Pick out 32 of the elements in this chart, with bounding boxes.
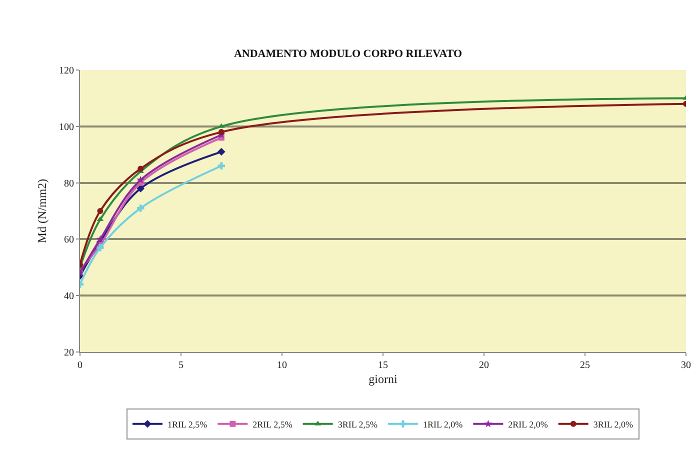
x-tick-label: 25 xyxy=(580,360,590,371)
legend-label: 1RIL 2,0% xyxy=(422,419,464,430)
x-tick-label: 10 xyxy=(277,360,287,371)
x-tick-label: 0 xyxy=(78,360,82,371)
y-tick-label: 100 xyxy=(59,122,74,133)
legend-label: 2RIL 2,0% xyxy=(508,419,548,430)
x-axis-title: giorni xyxy=(368,372,398,386)
point xyxy=(138,166,144,172)
point xyxy=(136,176,145,184)
point xyxy=(96,244,104,252)
chart-title: ANDAMENTO MODULO CORPO RILEVATO xyxy=(234,48,462,60)
legend-label: 2RIL 2,5% xyxy=(252,419,293,430)
point xyxy=(137,204,144,212)
x-tick-label: 5 xyxy=(178,360,184,371)
y-axis-title: Md (N/mm2) xyxy=(35,178,49,244)
point xyxy=(218,162,225,170)
point xyxy=(96,235,104,243)
y-tick-label: 120 xyxy=(59,66,74,76)
point xyxy=(136,184,144,192)
x-tick-label: 30 xyxy=(681,360,691,371)
point xyxy=(218,129,224,136)
x-tick-label: 15 xyxy=(378,360,388,371)
legend-label: 1RIL 2,5% xyxy=(168,419,208,430)
y-tick-label: 80 xyxy=(64,178,74,190)
x-tick-label: 20 xyxy=(479,360,489,371)
legend-label: 3RIL 2,5% xyxy=(338,419,378,430)
y-tick-label: 20 xyxy=(64,348,74,358)
y-tick-label: 60 xyxy=(64,234,74,246)
y-tick-label: 40 xyxy=(64,291,74,302)
point xyxy=(97,208,104,214)
point xyxy=(218,148,226,156)
legend-label: 3RIL 2,0% xyxy=(593,419,634,430)
